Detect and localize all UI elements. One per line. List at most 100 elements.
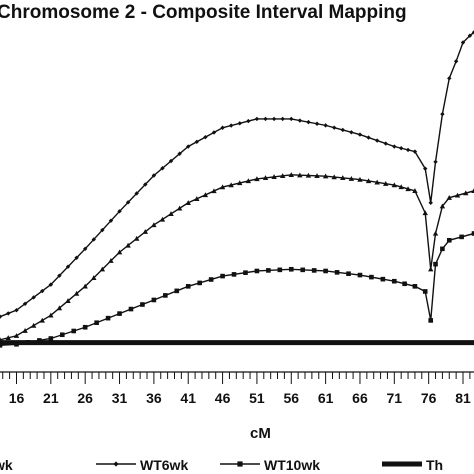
data-point [105,315,111,321]
data-point [134,235,140,241]
data-point [220,125,225,130]
legend-item: wk [0,457,13,473]
data-point [446,237,452,243]
data-point [246,118,251,124]
data-point [13,333,20,338]
data-point [65,264,71,269]
data-point [314,121,320,126]
data-point [197,280,202,286]
data-point [383,180,389,186]
x-tick-label: 16 [9,390,25,406]
data-point [48,312,54,318]
data-point [346,271,351,277]
data-point [237,121,242,126]
data-point [297,172,303,178]
data-point [323,268,328,274]
data-point [334,270,340,275]
data-point [82,324,88,330]
data-point [405,186,411,192]
data-point [471,231,474,236]
legend: wk WT6wk WT10wk Th [0,457,443,473]
data-point [57,273,62,278]
x-tick-label: 66 [352,390,368,406]
data-point [288,266,294,272]
legend-item: Th [382,457,443,473]
data-point [453,59,459,64]
data-point [279,173,286,179]
data-point [5,335,11,340]
data-point [91,237,96,242]
data-point [211,188,217,194]
chart-title: Chromosome 2 - Composite Interval Mappin… [0,2,407,23]
data-point [186,144,191,149]
data-point [117,209,122,214]
data-point [151,173,157,178]
x-tick-label: 31 [112,390,128,406]
x-tick-label: 21 [43,390,59,406]
data-point [271,116,277,122]
data-point [398,146,404,151]
data-point [243,270,248,275]
data-point [440,246,445,252]
data-point [99,266,106,272]
data-point [65,298,71,303]
data-point [383,141,388,146]
data-point [412,284,418,289]
data-point [40,288,45,294]
data-point [446,194,452,200]
data-point [405,147,411,153]
data-point [22,301,28,307]
data-point [447,76,452,81]
data-point [163,293,168,298]
data-point [31,295,36,300]
data-point [432,230,439,236]
data-point [14,307,19,313]
data-point [39,317,45,323]
data-point [194,196,200,202]
data-point [108,218,114,223]
plot-area: 16 21 26 31 36 41 46 51 56 61 66 71 76 81 [0,30,474,406]
data-point [48,336,54,341]
data-point [74,255,79,260]
series-wt6wk [0,30,474,319]
data-point [142,229,148,234]
data-point [159,216,166,222]
data-point [392,144,397,149]
data-point [254,268,260,274]
data-point [428,318,434,323]
data-point [231,272,237,277]
data-point [439,203,446,209]
legend-label: Th [426,457,443,473]
data-point [82,283,88,289]
data-point [280,116,285,122]
x-tick-label: 56 [283,390,299,406]
data-point [365,178,372,184]
data-point [331,174,337,180]
data-point [314,173,320,179]
data-point [237,180,243,186]
data-point [340,175,346,181]
data-point [151,222,157,228]
data-point [94,320,99,325]
data-point [6,311,11,316]
data-point [460,40,466,45]
data-point [289,116,294,122]
data-point [288,172,294,177]
x-tick-label: 41 [180,390,196,406]
data-point [262,175,269,181]
x-tick-label: 46 [215,390,231,406]
data-point [380,276,386,282]
data-point [211,130,217,135]
data-point [305,172,312,178]
data-point [185,284,191,289]
data-point [454,192,461,198]
x-tick-label: 26 [77,390,93,406]
data-point [398,184,404,190]
legend-marker [113,461,119,467]
data-point [177,151,182,156]
data-point [423,166,428,171]
data-point [369,274,374,280]
data-point [392,278,397,284]
data-point [422,210,428,216]
